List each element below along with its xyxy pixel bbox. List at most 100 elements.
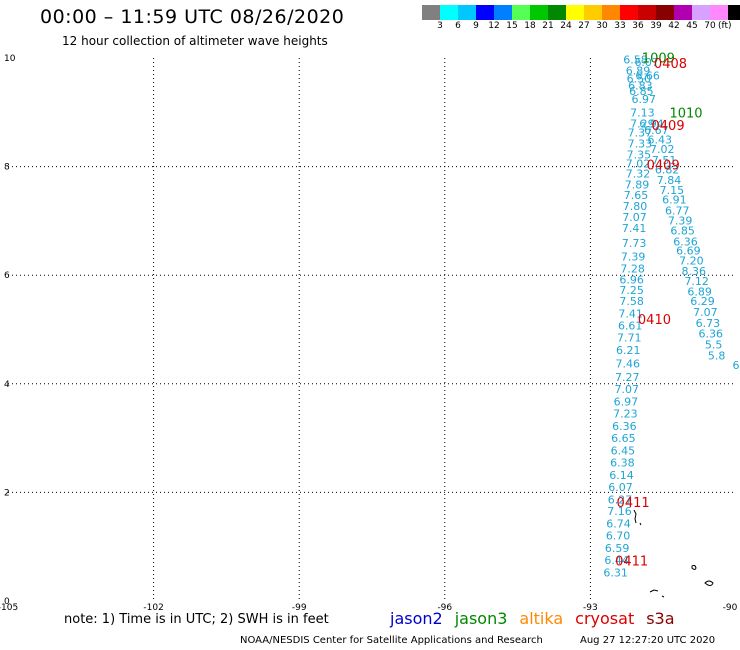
colorbar-swatch bbox=[620, 5, 638, 20]
axis-labels: -105 -102 -99 -96 -93 -90 0 2 4 6 8 10 bbox=[0, 54, 738, 613]
footer-note: note: 1) Time is in UTC; 2) SWH is in fe… bbox=[64, 612, 329, 627]
island-outline bbox=[649, 589, 665, 598]
colorbar-tick-label: 30 bbox=[596, 21, 608, 31]
colorbar-tick-label: 15 bbox=[506, 21, 518, 31]
island-outline bbox=[704, 580, 714, 586]
swh-value: 7.32 bbox=[626, 167, 651, 180]
swh-value: 7.84 bbox=[657, 174, 682, 187]
colorbar-tick-label: 18 bbox=[524, 21, 536, 31]
colorbar-swatch bbox=[674, 5, 692, 20]
swh-value: 6.14 bbox=[609, 469, 634, 482]
colorbar-unit: (ft) bbox=[718, 21, 732, 31]
swh-value: 6.69 bbox=[676, 245, 701, 258]
colorbar-tick-label: 45 bbox=[686, 21, 698, 31]
colorbar-swatch bbox=[458, 5, 476, 20]
swh-value: 6.97 bbox=[614, 396, 639, 409]
swh-value: 7.07 bbox=[693, 306, 718, 319]
swh-value: 6.07 bbox=[634, 56, 659, 69]
colorbar-tick-label: 9 bbox=[473, 21, 479, 31]
swh-value: 7.89 bbox=[625, 178, 650, 191]
colorbar-swatch bbox=[494, 5, 512, 20]
colorbar-tick-label: 21 bbox=[542, 21, 554, 31]
colorbar-tick-label: 3 bbox=[437, 21, 443, 31]
latitude-label: 10 bbox=[4, 54, 16, 64]
swh-value: 6.36 bbox=[699, 328, 724, 341]
map-title: 00:00 – 11:59 UTC 08/26/2020 bbox=[40, 6, 345, 28]
swh-value: 6.85 bbox=[629, 85, 654, 98]
swh-value: 7.02 bbox=[626, 158, 651, 171]
graticule bbox=[8, 58, 736, 601]
swh-value: 6.82 bbox=[655, 164, 680, 177]
swh-value: 6.89 bbox=[626, 64, 651, 77]
colorbar-swatch bbox=[584, 5, 602, 20]
swh-value: 6.44 bbox=[604, 554, 629, 567]
latitude-label: 2 bbox=[4, 488, 10, 498]
colorbar-tick-label: 39 bbox=[650, 21, 662, 31]
pass-time: 0409 bbox=[652, 119, 685, 134]
colorbar-tick-label: 24 bbox=[560, 21, 572, 31]
swh-value: 8.36 bbox=[682, 265, 707, 278]
swh-value: 6.43 bbox=[648, 133, 673, 146]
latitude-label: 8 bbox=[4, 163, 10, 173]
swh-value: 6.97 bbox=[632, 93, 657, 106]
longitude-label: -105 bbox=[0, 603, 18, 613]
swh-value: 7.15 bbox=[660, 184, 685, 197]
swh-value: 7.02 bbox=[650, 143, 675, 156]
swh-value: 7.71 bbox=[617, 331, 642, 344]
swh-value: 7.41 bbox=[618, 308, 643, 321]
satellite-legend: jason2 jason3 altika cryosat s3a bbox=[390, 609, 687, 628]
swh-value: 6 bbox=[733, 359, 740, 372]
swh-value: 6.07 bbox=[608, 481, 633, 494]
swh-value: 7.12 bbox=[684, 275, 709, 288]
colorbar-tick-label: 33 bbox=[614, 21, 626, 31]
colorbar-tick-label: 12 bbox=[488, 21, 500, 31]
swh-value: 7.65 bbox=[624, 189, 649, 202]
colorbar-swatch bbox=[476, 5, 494, 20]
swh-value: 6.21 bbox=[616, 344, 641, 357]
swh-value: 6.66 bbox=[635, 70, 660, 83]
colorbar-swatch bbox=[512, 5, 530, 20]
swh-value: 6.50 bbox=[627, 72, 652, 85]
latitude-label: 0 bbox=[4, 597, 10, 607]
pass-time: 0410 bbox=[638, 313, 671, 328]
swh-value: 6.74 bbox=[606, 518, 631, 531]
swh-value: 7.28 bbox=[620, 262, 645, 275]
swh-value: 7.07 bbox=[622, 211, 647, 224]
swh-value: 6.89 bbox=[687, 285, 712, 298]
footer-timestamp: Aug 27 12:27:20 UTC 2020 bbox=[580, 635, 716, 646]
swh-value: 6.59 bbox=[605, 542, 630, 555]
colorbar-swatch bbox=[710, 5, 728, 20]
swh-value: 6.36 bbox=[673, 235, 698, 248]
swh-value: 7.35 bbox=[627, 148, 652, 161]
swh-value: 6.27 bbox=[608, 493, 633, 506]
swh-value: 7.16 bbox=[607, 505, 632, 518]
swh-value: 6.67 bbox=[644, 124, 669, 137]
swh-value: 7.25 bbox=[619, 284, 644, 297]
swh-value-labels: 6.586.076.896.666.506.836.856.977.137.29… bbox=[603, 53, 739, 579]
swh-value: 7.58 bbox=[619, 295, 644, 308]
swh-value: 7.23 bbox=[613, 407, 638, 420]
swh-value: 5.5 bbox=[705, 339, 723, 352]
longitude-label: -93 bbox=[583, 603, 598, 613]
swh-value: 7.73 bbox=[622, 237, 647, 250]
colorbar-swatch bbox=[530, 5, 548, 20]
colorbar-swatch bbox=[692, 5, 710, 20]
island-outline bbox=[633, 509, 637, 524]
latitude-label: 6 bbox=[4, 271, 10, 281]
colorbar-swatch bbox=[422, 5, 440, 20]
pass-time: 0409 bbox=[647, 158, 680, 173]
colorbar-swatch bbox=[548, 5, 566, 20]
pass-time: 0411 bbox=[615, 555, 648, 570]
colorbar-tick-label: 6 bbox=[455, 21, 461, 31]
pass-time: 1009 bbox=[642, 51, 675, 66]
swh-value: 7.41 bbox=[622, 222, 647, 235]
wave-height-colorbar bbox=[422, 5, 740, 20]
island-outline bbox=[639, 522, 642, 526]
swh-value: 6.96 bbox=[619, 273, 644, 286]
colorbar-swatch bbox=[440, 5, 458, 20]
legend-entry-altika: altika bbox=[519, 609, 564, 628]
map-subtitle: 12 hour collection of altimeter wave hei… bbox=[62, 34, 328, 48]
pass-time: 0411 bbox=[617, 496, 650, 511]
swh-value: 7.39 bbox=[668, 215, 693, 228]
